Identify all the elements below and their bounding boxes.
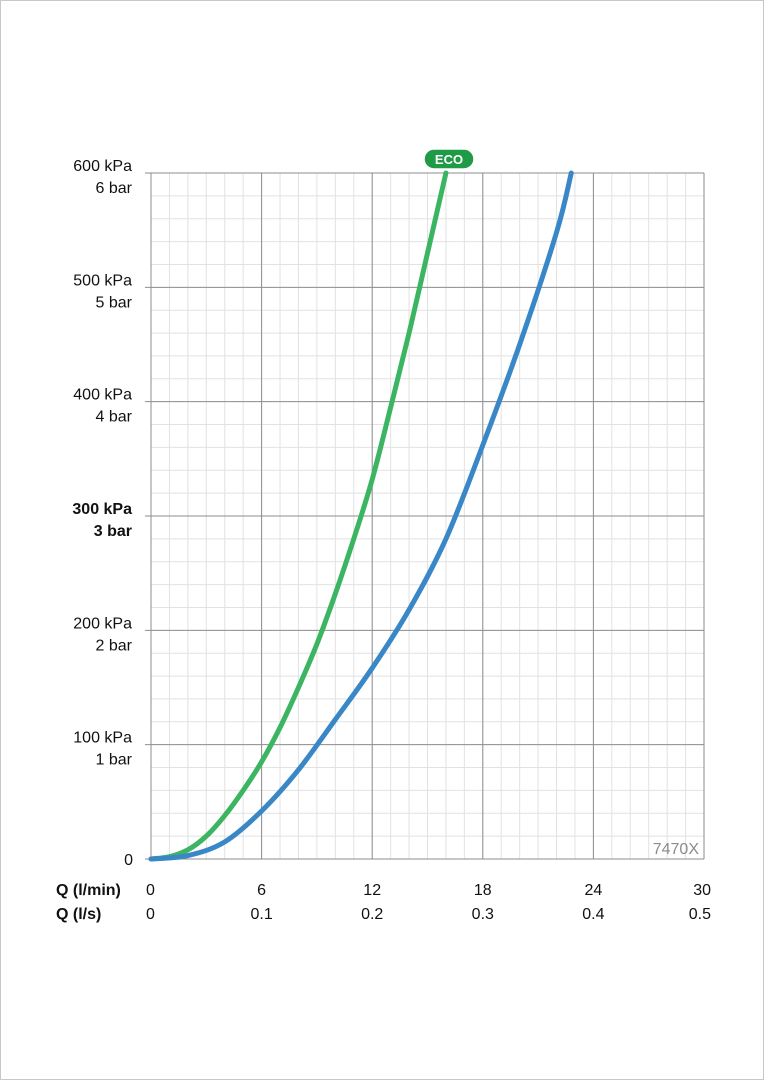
x-tick-label: 0.1 (250, 906, 272, 923)
y-tick-label: 1 bar (96, 752, 133, 769)
y-tick-label: 100 kPa (73, 730, 132, 747)
eco-badge-background (423, 148, 475, 170)
x-tick-label: 0.3 (472, 906, 494, 923)
eco-badge: ECO (423, 148, 475, 170)
series-line-2 (148, 170, 574, 862)
x-axis-title: Q (l/min) (56, 882, 121, 899)
x-tick-label: 30 (693, 882, 711, 899)
y-tick-label: 400 kPa (73, 387, 132, 404)
model-watermark: 7470X (653, 841, 700, 858)
x-tick-label: 0.2 (361, 906, 383, 923)
major-grid (145, 172, 705, 860)
y-tick-label: 0 (124, 852, 133, 869)
y-tick-label: 600 kPa (73, 158, 132, 175)
y-tick-label: 5 bar (96, 294, 133, 311)
x-tick-label: 0.4 (582, 906, 604, 923)
y-tick-label: 3 bar (94, 523, 132, 540)
x-tick-label: 0 (146, 906, 155, 923)
x-axis-ticks: Q (l/min) 0 6 12 18 24 30 Q (l/s) 0 0.1 0.2 0.3 0.4 0… (56, 882, 711, 923)
y-tick-label: 4 bar (96, 409, 133, 426)
x-tick-label: 0 (146, 882, 155, 899)
x-tick-label: 0.5 (689, 906, 711, 923)
y-tick-label: 200 kPa (73, 615, 132, 632)
y-tick-label: 2 bar (96, 637, 133, 654)
x-tick-label: 12 (363, 882, 381, 899)
x-tick-label: 18 (474, 882, 492, 899)
y-tick-label: 300 kPa (72, 501, 132, 518)
eco-series-line (148, 170, 449, 862)
y-axis-ticks: 0 100 kPa 1 bar 200 kPa 2 bar 300 kPa 3 bar 400… (72, 158, 133, 869)
y-tick-label: 500 kPa (73, 272, 132, 289)
x-axis-title: Q (l/s) (56, 906, 101, 923)
x-tick-label: 24 (585, 882, 603, 899)
eco-badge-label: ECO (435, 152, 463, 167)
x-tick-label: 6 (257, 882, 266, 899)
curves (148, 170, 574, 862)
y-tick-label: 6 bar (96, 180, 133, 197)
